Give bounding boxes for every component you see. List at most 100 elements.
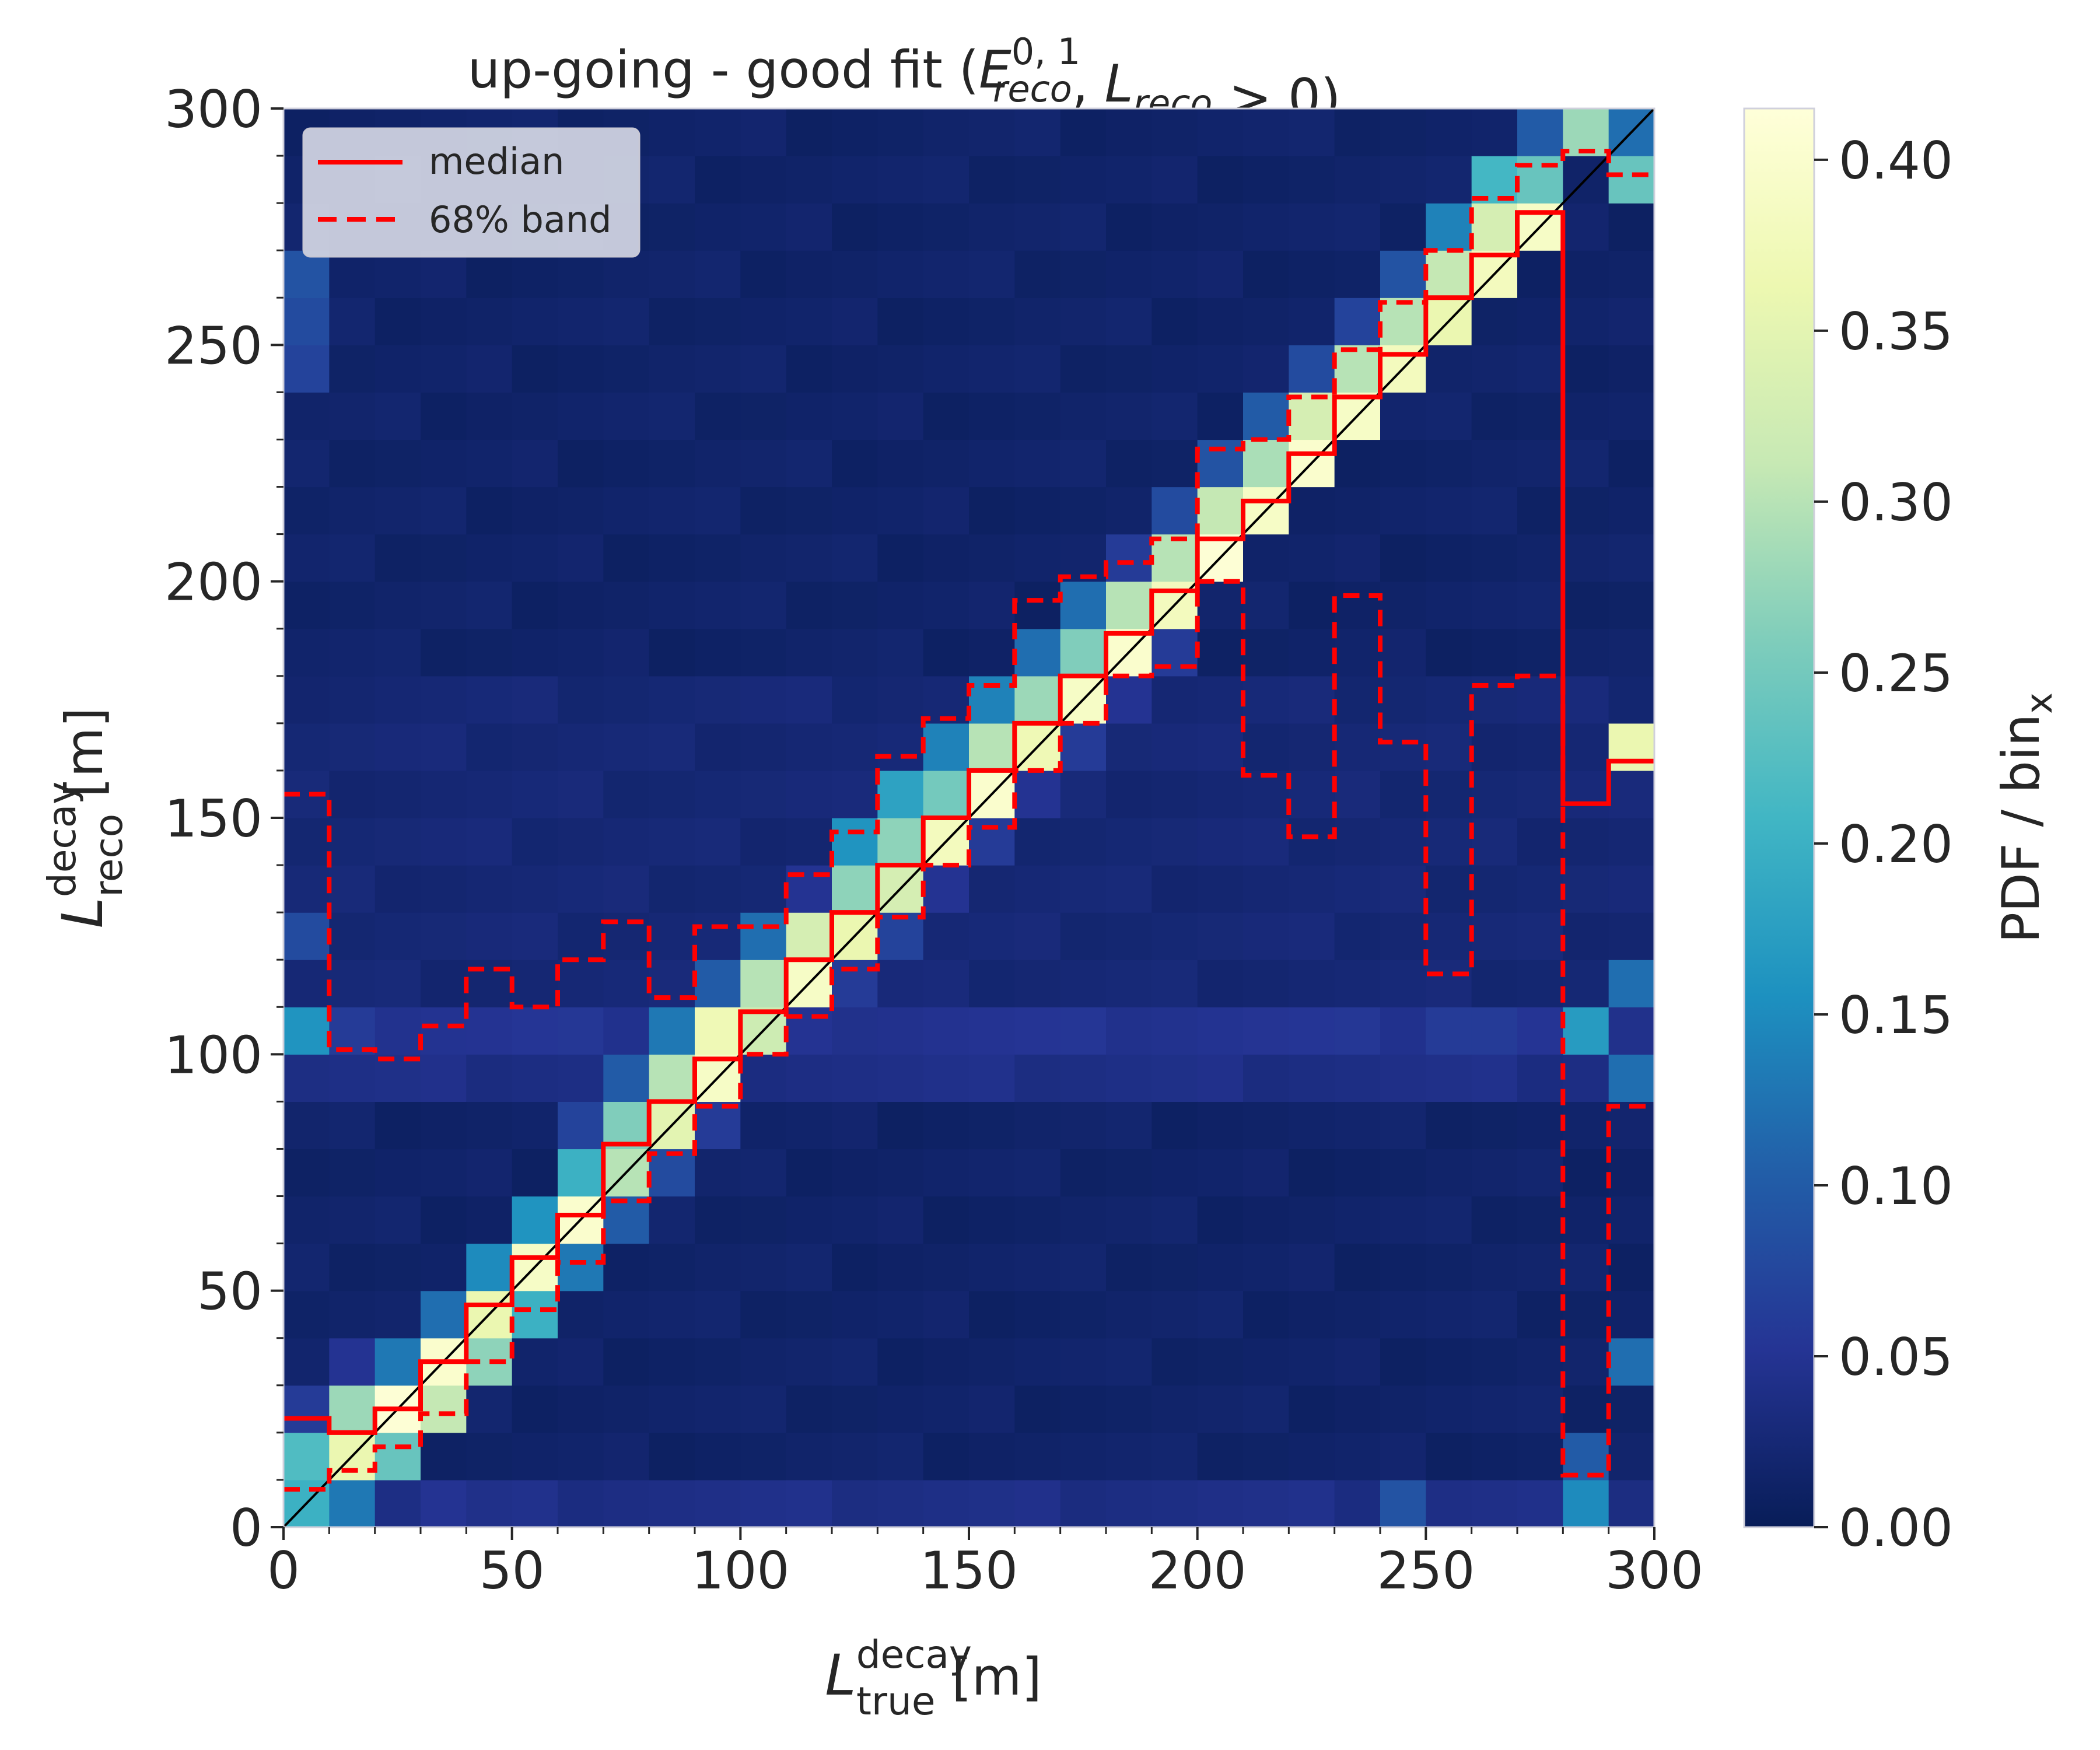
- heatmap-cell: [1197, 1290, 1244, 1339]
- heatmap-cell: [1243, 250, 1289, 298]
- heatmap-cell: [1380, 487, 1426, 535]
- heatmap-cell: [877, 1338, 924, 1386]
- heatmap-cell: [1243, 628, 1289, 677]
- heatmap-cell: [923, 203, 970, 251]
- heatmap-cell: [1243, 1338, 1289, 1386]
- heatmap-cell: [1426, 1007, 1472, 1055]
- heatmap-cell: [329, 1479, 376, 1528]
- heatmap-cell: [374, 439, 421, 488]
- heatmap-cell: [1197, 865, 1244, 913]
- heatmap-cell: [1334, 1290, 1381, 1339]
- heatmap-cell: [923, 250, 970, 298]
- heatmap-cell: [1471, 818, 1518, 866]
- heatmap-cell: [1106, 1243, 1152, 1292]
- heatmap-cell: [466, 1385, 513, 1433]
- heatmap-cell: [877, 487, 924, 535]
- heatmap-cell: [740, 912, 787, 960]
- heatmap-cell: [1426, 676, 1472, 724]
- heatmap-cell: [877, 770, 924, 818]
- heatmap-cell: [374, 723, 421, 771]
- heatmap-cell: [877, 1385, 924, 1433]
- heatmap-cell: [1197, 1101, 1244, 1150]
- heatmap-cell: [695, 1101, 741, 1150]
- heatmap-cell: [1517, 581, 1563, 629]
- heatmap-cell: [1426, 156, 1472, 204]
- heatmap-cell: [786, 392, 832, 440]
- heatmap-cell: [466, 1101, 513, 1150]
- heatmap-cell: [923, 1007, 970, 1055]
- heatmap-cell: [421, 1196, 467, 1244]
- heatmap-cell: [1334, 960, 1381, 1007]
- heatmap-cell: [603, 534, 650, 582]
- heatmap-cell: [558, 1243, 604, 1292]
- heatmap-cell: [329, 581, 376, 629]
- heatmap-cell: [1426, 487, 1472, 535]
- heatmap-cell: [1106, 1007, 1152, 1055]
- heatmap-cell: [786, 1338, 832, 1386]
- heatmap-cell: [1608, 156, 1655, 204]
- heatmap-cell: [1471, 298, 1518, 345]
- heatmap-cell: [329, 1054, 376, 1102]
- heatmap-cell: [1106, 1385, 1152, 1433]
- heatmap-cell: [603, 250, 650, 298]
- heatmap-cell: [923, 534, 970, 582]
- heatmap-cell: [1014, 487, 1061, 535]
- heatmap-cell: [1243, 723, 1289, 771]
- heatmap-cell: [603, 1479, 650, 1528]
- heatmap-cell: [1289, 1196, 1335, 1244]
- heatmap-cell: [1106, 960, 1152, 1007]
- heatmap-cell: [284, 1101, 330, 1150]
- colorbar-tick-label: 0.35: [1839, 302, 1953, 362]
- heatmap-cell: [1608, 581, 1655, 629]
- heatmap-cell: [832, 1007, 878, 1055]
- heatmap-cell: [1471, 345, 1518, 393]
- colorbar-tick-label: 0.10: [1839, 1156, 1953, 1216]
- heatmap-cell: [1152, 487, 1198, 535]
- heatmap-cell: [558, 298, 604, 345]
- heatmap-cell: [1289, 345, 1335, 393]
- heatmap-cell: [1563, 1101, 1609, 1150]
- heatmap-cell: [603, 1007, 650, 1055]
- heatmap-cell: [740, 108, 787, 156]
- heatmap-cell: [1152, 1054, 1198, 1102]
- heatmap-cell: [832, 723, 878, 771]
- heatmap-cell: [329, 345, 376, 393]
- heatmap-cell: [1471, 487, 1518, 535]
- heatmap-cell: [1471, 770, 1518, 818]
- heatmap-cell: [877, 1243, 924, 1292]
- heatmap-cell: [284, 865, 330, 913]
- heatmap-cell: [1152, 960, 1198, 1007]
- heatmap-cell: [740, 676, 787, 724]
- heatmap-cell: [1426, 392, 1472, 440]
- heatmap-cell: [1334, 723, 1381, 771]
- heatmap-cell: [466, 676, 513, 724]
- heatmap-cell: [1563, 960, 1609, 1007]
- heatmap-cell: [832, 1338, 878, 1386]
- heatmap-cell: [1014, 676, 1061, 724]
- heatmap-cell: [786, 818, 832, 866]
- heatmap-cell: [512, 1149, 558, 1197]
- heatmap-cell: [1152, 534, 1198, 582]
- heatmap-cell: [877, 1290, 924, 1339]
- heatmap-cell: [1243, 156, 1289, 204]
- heatmap-cell: [558, 1385, 604, 1433]
- heatmap-cell: [1106, 865, 1152, 913]
- heatmap-cell: [1380, 960, 1426, 1007]
- heatmap-cell: [1334, 108, 1381, 156]
- heatmap-cell: [329, 1338, 376, 1386]
- heatmap-cell: [1197, 1149, 1244, 1197]
- heatmap-cell: [923, 1432, 970, 1480]
- heatmap-cell: [1289, 723, 1335, 771]
- heatmap-cell: [832, 818, 878, 866]
- heatmap-cell: [695, 912, 741, 960]
- heatmap-cell: [832, 628, 878, 677]
- heatmap-cell: [1563, 818, 1609, 866]
- heatmap-cell: [1152, 770, 1198, 818]
- heatmap-cell: [512, 1432, 558, 1480]
- heatmap-cell: [1608, 1432, 1655, 1480]
- heatmap-cell: [1426, 818, 1472, 866]
- heatmap-cell: [923, 1243, 970, 1292]
- heatmap-cell: [923, 1054, 970, 1102]
- heatmap-cell: [603, 865, 650, 913]
- heatmap-cell: [1426, 1149, 1472, 1197]
